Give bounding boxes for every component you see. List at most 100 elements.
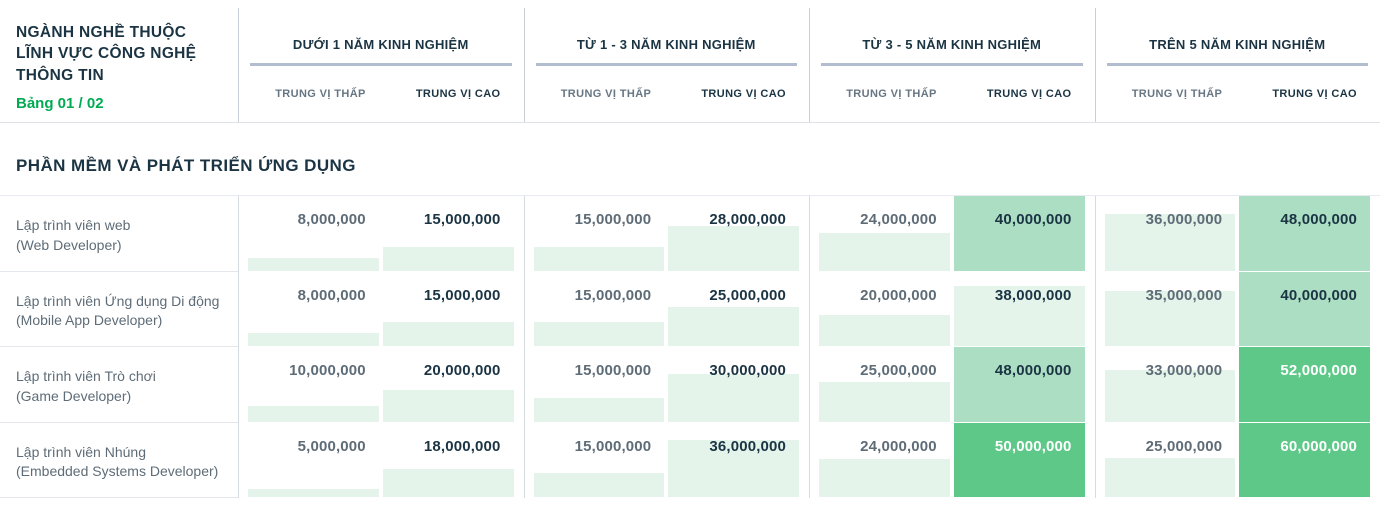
salary-heat-bar — [668, 374, 799, 422]
salary-cell-low-median: 10,000,000 — [248, 347, 379, 423]
section-title: PHẦN MỀM VÀ PHÁT TRIỂN ỨNG DỤNG — [16, 156, 356, 175]
group-underline — [1106, 63, 1368, 66]
job-title-cell: Lập trình viên Ứng dụng Di động (Mobile A… — [0, 272, 238, 347]
salary-heat-bar — [953, 422, 1085, 497]
subheader-low-median: TRUNG VỊ THẤP — [846, 88, 937, 100]
job-title-vi: Lập trình viên Ứng dụng Di động — [16, 292, 220, 309]
header-title-cell: NGÀNH NGHỀ THUỘC LĨNH VỰC CÔNG NGHỆ THÔN… — [0, 0, 238, 122]
salary-value: 10,000,000 — [289, 362, 366, 379]
salary-heat-bar — [819, 232, 950, 271]
subheader-high-median: TRUNG VỊ CAO — [1272, 88, 1357, 100]
salary-heat-bar — [953, 196, 1085, 271]
salary-value: 50,000,000 — [994, 437, 1072, 455]
salary-cell-low-median: 25,000,000 — [1104, 423, 1236, 499]
salary-heat-bar — [382, 322, 514, 346]
column-divider — [523, 196, 525, 498]
group-title: TỪ 3 - 5 NĂM KINH NGHIỆM — [862, 37, 1042, 52]
experience-group-header: DƯỚI 1 NĂM KINH NGHIỆM TRUNG VỊ THẤP TRUNG… — [238, 0, 524, 122]
salary-cell-low-median: 35,000,000 — [1104, 272, 1236, 348]
salary-value: 15,000,000 — [574, 437, 652, 455]
experience-group-cells: 35,000,000 40,000,000 — [1095, 271, 1380, 348]
experience-group-cells: 8,000,000 15,000,000 — [238, 272, 524, 348]
group-subheaders: TRUNG VỊ THẤP TRUNG VỊ CAO — [1095, 66, 1380, 122]
salary-cell-low-median: 8,000,000 — [248, 196, 379, 272]
salary-heat-bar — [668, 440, 799, 497]
salary-value: 15,000,000 — [423, 211, 501, 228]
group-title: DƯỚI 1 NĂM KINH NGHIỆM — [292, 37, 469, 52]
experience-group-cells: 10,000,000 20,000,000 — [238, 347, 524, 423]
salary-value: 15,000,000 — [423, 286, 501, 304]
column-divider — [1094, 196, 1096, 498]
salary-cell-low-median: 24,000,000 — [819, 196, 950, 272]
experience-group-cells: 15,000,000 28,000,000 — [524, 196, 810, 272]
salary-value: 24,000,000 — [860, 437, 937, 455]
salary-cell-high-median: 20,000,000 — [382, 347, 514, 423]
table-body: Lập trình viên web (Web Developer) 8,000,0… — [0, 195, 1380, 499]
salary-value: 15,000,000 — [574, 362, 652, 379]
salary-value: 24,000,000 — [860, 211, 937, 228]
salary-cell-high-median: 40,000,000 — [953, 196, 1085, 272]
experience-group-cells: 36,000,000 48,000,000 — [1095, 196, 1380, 272]
salary-heat-bar — [1104, 457, 1236, 497]
salary-cell-low-median: 8,000,000 — [248, 272, 379, 348]
subheader-high-median: TRUNG VỊ CAO — [986, 88, 1072, 100]
group-title: TRÊN 5 NĂM KINH NGHIỆM — [1149, 37, 1326, 52]
salary-cell-high-median: 50,000,000 — [953, 422, 1085, 499]
job-title-en: (Web Developer) — [16, 236, 122, 253]
salary-heat-bar — [382, 390, 514, 422]
experience-group-header: TRÊN 5 NĂM KINH NGHIỆM TRUNG VỊ THẤP TRUNG… — [1095, 0, 1380, 122]
salary-cell-high-median: 38,000,000 — [953, 272, 1085, 348]
salary-cell-low-median: 36,000,000 — [1104, 196, 1236, 272]
salary-value: 30,000,000 — [709, 362, 786, 379]
table-row: Lập trình viên web (Web Developer) 8,000,0… — [0, 196, 1380, 272]
salary-value: 40,000,000 — [1280, 286, 1357, 304]
salary-heat-bar — [953, 286, 1085, 346]
job-title-cell: Lập trình viên Trò chơi (Game Developer) — [0, 347, 238, 423]
salary-value: 15,000,000 — [574, 286, 652, 304]
group-underline — [821, 63, 1083, 66]
salary-value: 33,000,000 — [1145, 362, 1223, 379]
salary-cell-high-median: 36,000,000 — [668, 423, 799, 499]
table-row: Lập trình viên Trò chơi (Game Developer) 1… — [0, 347, 1380, 423]
salary-value: 5,000,000 — [297, 437, 366, 455]
job-title-en: (Mobile App Developer) — [16, 312, 163, 329]
column-divider — [238, 8, 239, 122]
salary-cell-low-median: 24,000,000 — [819, 423, 950, 499]
experience-group-cells: 15,000,000 30,000,000 — [524, 347, 810, 423]
salary-heat-bar — [819, 382, 950, 422]
salary-heat-bar — [382, 468, 514, 497]
group-underline — [250, 63, 512, 66]
salary-value: 36,000,000 — [1145, 211, 1223, 228]
subheader-high-median: TRUNG VỊ CAO — [415, 88, 501, 100]
job-title-cell: Lập trình viên web (Web Developer) — [0, 196, 238, 272]
group-title: TỪ 1 - 3 NĂM KINH NGHIỆM — [576, 37, 756, 52]
experience-group-cells: 15,000,000 25,000,000 — [524, 272, 810, 348]
subheader-high-median: TRUNG VỊ CAO — [701, 88, 786, 100]
salary-heat-bar — [248, 405, 379, 422]
job-title-en: (Embedded Systems Developer) — [16, 463, 219, 480]
table-row: Lập trình viên Nhúng (Embedded Systems De… — [0, 422, 1380, 499]
group-subheaders: TRUNG VỊ THẤP TRUNG VỊ CAO — [809, 66, 1095, 122]
job-title-vi: Lập trình viên web — [16, 217, 131, 233]
experience-group-cells: 15,000,000 36,000,000 — [524, 423, 810, 499]
salary-heat-bar — [668, 226, 799, 271]
group-underline — [535, 63, 797, 66]
salary-cell-low-median: 15,000,000 — [533, 347, 665, 423]
experience-group-cells: 33,000,000 52,000,000 — [1095, 347, 1380, 423]
salary-value: 60,000,000 — [1280, 437, 1357, 455]
salary-cell-low-median: 15,000,000 — [533, 423, 665, 499]
salary-cell-low-median: 15,000,000 — [533, 196, 665, 272]
column-divider — [1094, 8, 1096, 122]
salary-heat-bar — [382, 246, 514, 271]
salary-value: 36,000,000 — [709, 437, 786, 455]
experience-group-cells: 20,000,000 38,000,000 — [809, 272, 1095, 348]
job-title-vi: Lập trình viên Trò chơi — [16, 368, 156, 384]
table-header: NGÀNH NGHỀ THUỘC LĨNH VỰC CÔNG NGHỆ THÔN… — [0, 0, 1380, 123]
salary-cell-high-median: 18,000,000 — [382, 423, 514, 499]
salary-heat-bar — [953, 347, 1085, 422]
salary-value: 20,000,000 — [860, 286, 937, 304]
column-divider — [523, 8, 525, 122]
salary-heat-bar — [533, 473, 665, 497]
experience-group-cells: 24,000,000 40,000,000 — [809, 196, 1095, 272]
